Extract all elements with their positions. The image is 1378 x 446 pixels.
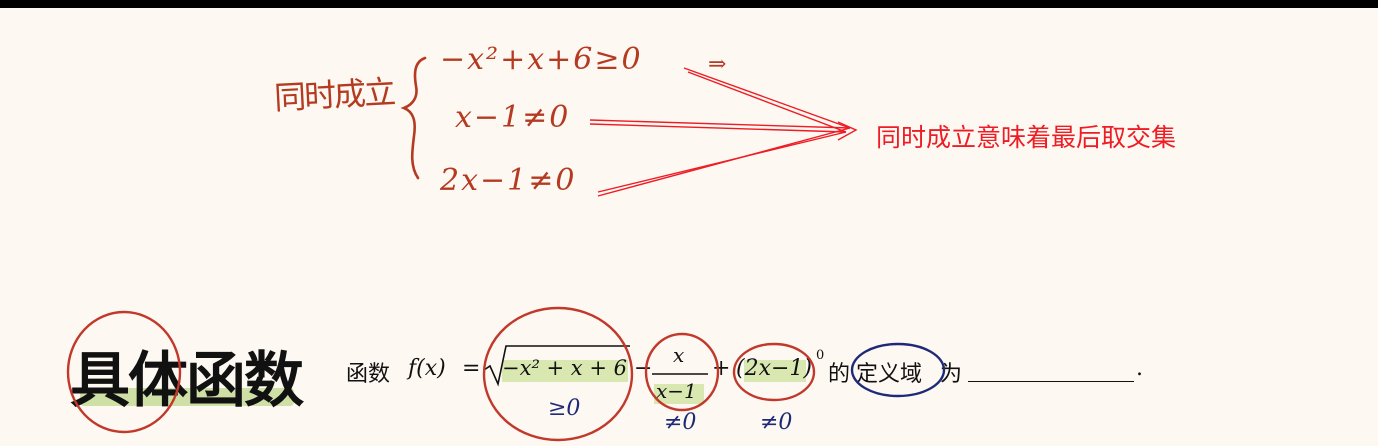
heading-circle [66,310,182,434]
note-sqrt-condition: ≥0 [548,396,581,421]
converging-arrows [589,67,858,197]
problem-suffix-wei: 为 [940,362,963,387]
implies-arrow: ⇒ [708,52,727,77]
sqrt-circle [482,306,634,442]
handwritten-condition-3: 2x−1≠0 [440,163,577,198]
power-circle [732,342,816,402]
power-base: (2x−1) [736,356,813,381]
note-fraction-condition: ≠0 [664,410,697,435]
fraction-circle [644,332,720,412]
problem-suffix-de: 的 [828,362,851,387]
section-heading: 具体函数 [70,346,304,416]
power-exponent: 0 [816,348,825,363]
problem-suffix-domain: 定义域 [856,362,923,387]
equals-sign: = [462,356,481,381]
heading-highlight [80,388,294,406]
sqrt-radicand: −x² + x + 6 [502,356,627,380]
answer-blank [968,381,1134,382]
handwritten-condition-2: x−1≠0 [455,100,571,135]
domain-circle [850,342,946,398]
sqrt-sign [483,345,630,387]
problem-prefix: 函数 [346,362,391,387]
handwritten-condition-1: −x²+x+6≥0 [440,42,643,77]
note-power-condition: ≠0 [760,410,793,435]
sqrt-highlight [502,360,628,382]
power-highlight [744,360,806,382]
fraction-denominator: x−1 [656,379,697,403]
problem-period: . [1136,356,1143,381]
function-name: f(x) [408,356,446,381]
handwritten-brace [400,56,427,180]
fraction-numerator: x [673,343,685,367]
top-black-bar [0,0,1378,8]
denominator-highlight [654,384,704,404]
intersection-annotation: 同时成立意味着最后取交集 [876,123,1177,152]
